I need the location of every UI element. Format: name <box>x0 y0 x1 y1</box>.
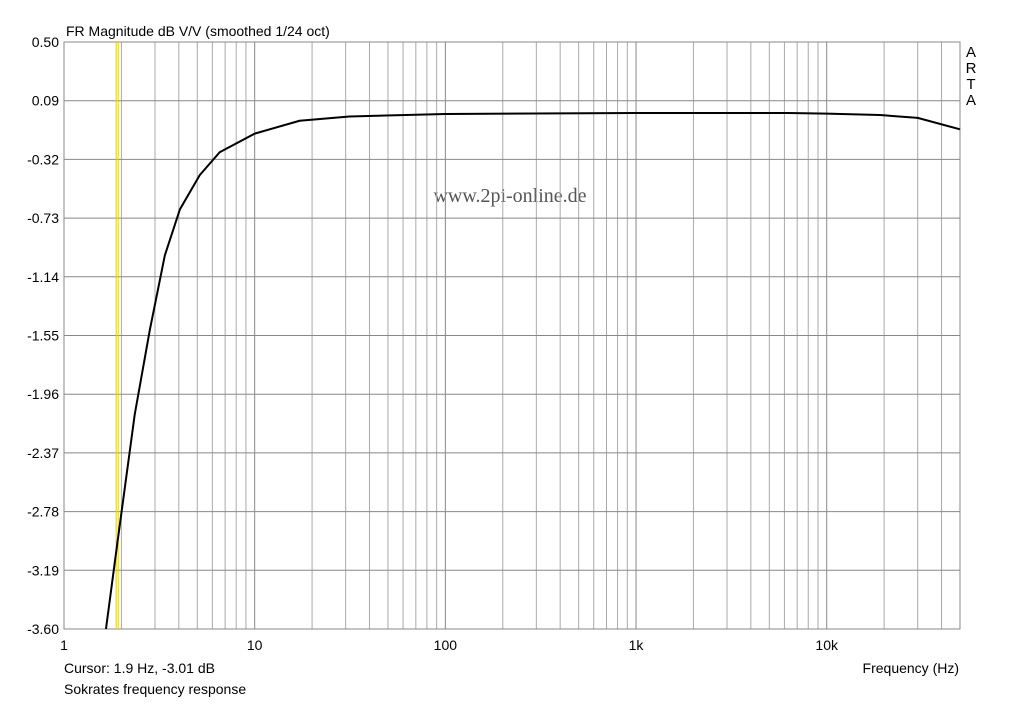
x-tick-label: 1k <box>629 637 645 653</box>
y-tick-label: 0.50 <box>32 34 59 50</box>
x-tick-label: 1 <box>60 637 68 653</box>
y-tick-label: -2.37 <box>27 445 59 461</box>
y-tick-label: -2.78 <box>27 504 59 520</box>
logo-letter: R <box>966 60 977 77</box>
x-axis-label: Frequency (Hz) <box>863 660 959 676</box>
y-tick-label: -0.32 <box>27 151 59 167</box>
y-tick-label: -0.73 <box>27 210 59 226</box>
y-tick-label: -3.19 <box>27 562 59 578</box>
footer: Sokrates frequency response <box>64 681 246 697</box>
logo-letter: T <box>966 76 975 93</box>
cursor-readout: Cursor: 1.9 Hz, -3.01 dB <box>64 660 215 676</box>
x-tick-label: 10 <box>247 637 263 653</box>
y-tick-label: -1.14 <box>27 269 59 285</box>
plot-frame <box>63 41 961 630</box>
y-tick-label: -3.60 <box>27 621 59 637</box>
response-curve <box>104 112 961 630</box>
watermark: www.2pi-online.de <box>433 185 586 207</box>
logo-letter: A <box>966 92 976 109</box>
y-tick-label: -1.55 <box>27 328 59 344</box>
x-tick-label: 10k <box>815 637 839 653</box>
x-tick-label: 100 <box>434 637 458 653</box>
y-tick-label: 0.09 <box>32 93 59 109</box>
chart-title: FR Magnitude dB V/V (smoothed 1/24 oct) <box>66 23 330 39</box>
logo-letter: A <box>966 44 976 61</box>
y-tick-label: -1.96 <box>27 386 59 402</box>
